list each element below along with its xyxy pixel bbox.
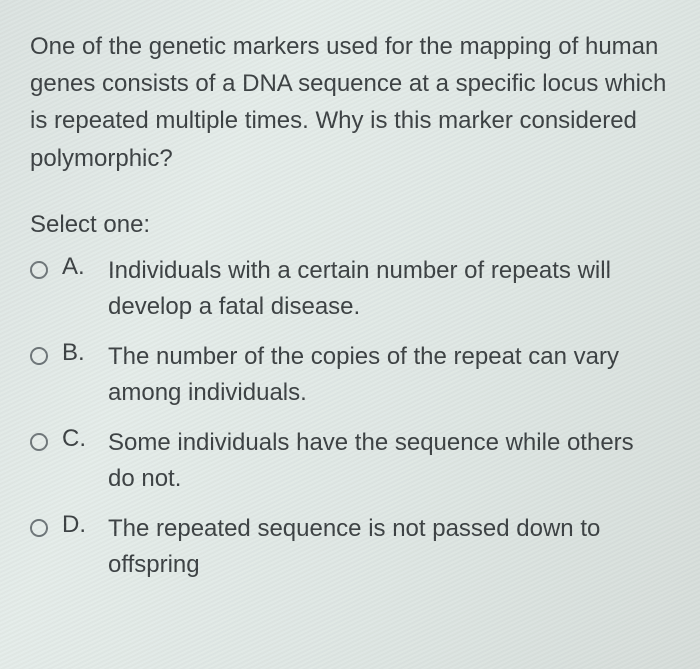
option-letter: B. <box>62 339 94 367</box>
option-text: The repeated sequence is not passed down… <box>108 511 670 583</box>
radio-icon[interactable] <box>30 433 48 451</box>
options-list: A. Individuals with a certain number of … <box>30 253 670 583</box>
option-text: Individuals with a certain number of rep… <box>108 253 670 325</box>
option-letter: D. <box>62 511 94 539</box>
radio-icon[interactable] <box>30 347 48 365</box>
option-text: Some individuals have the sequence while… <box>108 425 670 497</box>
option-text: The number of the copies of the repeat c… <box>108 339 670 411</box>
radio-icon[interactable] <box>30 519 48 537</box>
option-c[interactable]: C. Some individuals have the sequence wh… <box>30 425 670 497</box>
question-stem: One of the genetic markers used for the … <box>30 28 670 177</box>
option-letter: A. <box>62 253 94 281</box>
radio-icon[interactable] <box>30 261 48 279</box>
option-d[interactable]: D. The repeated sequence is not passed d… <box>30 511 670 583</box>
option-b[interactable]: B. The number of the copies of the repea… <box>30 339 670 411</box>
option-letter: C. <box>62 425 94 453</box>
select-one-label: Select one: <box>30 211 670 239</box>
option-a[interactable]: A. Individuals with a certain number of … <box>30 253 670 325</box>
